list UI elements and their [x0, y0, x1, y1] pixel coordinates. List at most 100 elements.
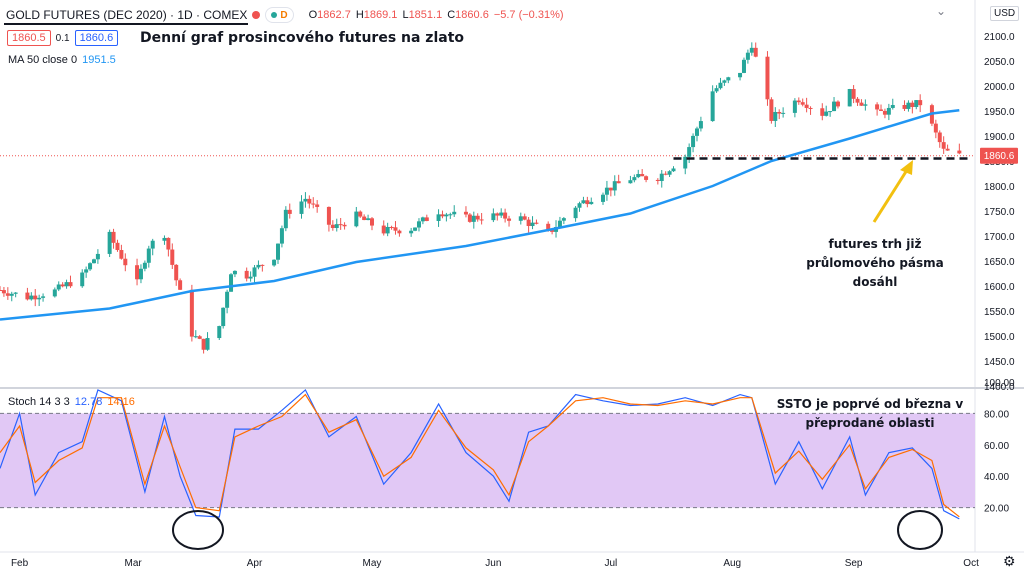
stoch-tick-label: 20.00: [984, 504, 1009, 515]
alert-dot-icon[interactable]: [252, 11, 261, 19]
bid-box[interactable]: 1860.5: [7, 30, 51, 46]
candle-body: [1, 290, 6, 294]
candle-body: [244, 270, 249, 279]
candlestick-series: [0, 42, 962, 354]
candle-body: [945, 148, 950, 151]
stoch-note-line2: přeprodané oblasti: [805, 416, 935, 430]
candle-body: [123, 258, 128, 266]
candle-body: [272, 259, 277, 266]
candle-body: [119, 250, 124, 259]
candle-body: [205, 338, 210, 350]
header-legend: GOLD FUTURES (DEC 2020) · 1D · COMEX D O…: [6, 7, 564, 23]
time-tick-label: Aug: [723, 558, 741, 569]
stoch-axis[interactable]: 20.00 40.00 60.00 80.00 100.00: [984, 378, 1015, 515]
candle-body: [749, 47, 754, 53]
candle-body: [616, 181, 621, 184]
candle-body: [201, 338, 206, 350]
candle-body: [256, 264, 261, 268]
candle-body: [710, 91, 715, 122]
candle-body: [444, 214, 449, 217]
stoch-legend[interactable]: Stoch 14 3 3 12.78 14.16: [8, 396, 135, 408]
price-note: futures trh již průlomového pásma dosáhl: [800, 235, 950, 292]
candle-body: [436, 214, 441, 221]
price-tick-label: 2000.0: [984, 82, 1015, 93]
price-axis[interactable]: 1400.0 1450.0 1500.0 1550.0 1600.0 1650.0 1700…: [984, 32, 1015, 393]
candle-body: [287, 209, 292, 214]
stoch-pane: [0, 387, 1024, 509]
candle-body: [777, 111, 782, 114]
currency-label[interactable]: USD: [990, 6, 1020, 21]
candle-body: [366, 218, 371, 221]
price-tick-label: 1650.0: [984, 257, 1015, 268]
stoch-tick-label: 80.00: [984, 409, 1009, 420]
candle-body: [773, 111, 778, 121]
price-tick-label: 1900.0: [984, 132, 1015, 143]
candle-body: [902, 105, 907, 109]
last-price-label: 1860.6: [984, 151, 1015, 162]
candle-body: [225, 291, 230, 308]
candle-body: [475, 215, 480, 220]
symbol-title[interactable]: GOLD FUTURES (DEC 2020) · 1D · COMEX: [6, 8, 248, 22]
candle-body: [330, 224, 335, 229]
stoch-label: Stoch 14 3 3: [8, 396, 70, 408]
candle-body: [68, 282, 73, 287]
candle-body: [299, 201, 304, 214]
candle-body: [499, 212, 504, 216]
candle-body: [142, 262, 147, 269]
candle-body: [910, 102, 915, 108]
candle-body: [260, 264, 265, 266]
candle-body: [397, 230, 402, 234]
candle-body: [518, 216, 523, 221]
candle-body: [906, 102, 911, 109]
candle-body: [369, 218, 374, 226]
candle-body: [0, 290, 2, 291]
candle-body: [741, 59, 746, 73]
candle-body: [804, 104, 809, 108]
gear-icon[interactable]: ⚙: [1003, 553, 1016, 569]
ohlc-h-label: H: [355, 9, 364, 21]
visibility-toggle[interactable]: D: [265, 7, 294, 23]
candle-body: [585, 200, 590, 205]
candle-body: [52, 289, 57, 297]
stoch-k-line: [0, 388, 960, 520]
ohlc-l-label: L: [402, 9, 409, 21]
candle-body: [13, 292, 18, 294]
candle-body: [424, 217, 429, 221]
candle-body: [659, 173, 664, 181]
candle-body: [409, 230, 414, 234]
candle-body: [5, 293, 10, 296]
candle-body: [503, 212, 508, 219]
time-tick-label: May: [363, 558, 382, 569]
candle-body: [135, 265, 140, 280]
candle-body: [416, 221, 421, 228]
chevron-down-icon[interactable]: ⌄: [936, 4, 947, 18]
candle-body: [577, 203, 582, 208]
candle-body: [84, 269, 89, 273]
candle-body: [644, 176, 649, 180]
candle-body: [687, 147, 692, 157]
stoch-tick-label: 40.00: [984, 472, 1009, 483]
price-note-line3: dosáhl: [852, 275, 898, 289]
candle-body: [358, 211, 363, 217]
candle-body: [9, 293, 14, 296]
candle-body: [491, 213, 496, 221]
candle-body: [550, 230, 555, 232]
stoch-tick-label: 100.00: [984, 378, 1015, 389]
candle-body: [115, 242, 120, 251]
candle-body: [796, 100, 801, 103]
candle-body: [342, 224, 347, 227]
candle-body: [683, 156, 688, 169]
candle-body: [714, 88, 719, 92]
candle-body: [886, 107, 891, 115]
candle-body: [362, 216, 367, 221]
ma-legend[interactable]: MA 50 close 0 1951.5: [8, 54, 116, 66]
oversold-circle-september: [897, 510, 943, 550]
candle-body: [589, 201, 594, 205]
chart-title-annotation: Denní graf prosincového futures na zlato: [140, 30, 465, 46]
time-axis[interactable]: Feb Mar Apr May Jun Jul Aug Sep Oct: [11, 558, 979, 569]
ask-box[interactable]: 1860.6: [74, 30, 119, 46]
candle-body: [612, 181, 617, 191]
price-tick-label: 1800.0: [984, 182, 1015, 193]
candle-body: [162, 237, 167, 241]
